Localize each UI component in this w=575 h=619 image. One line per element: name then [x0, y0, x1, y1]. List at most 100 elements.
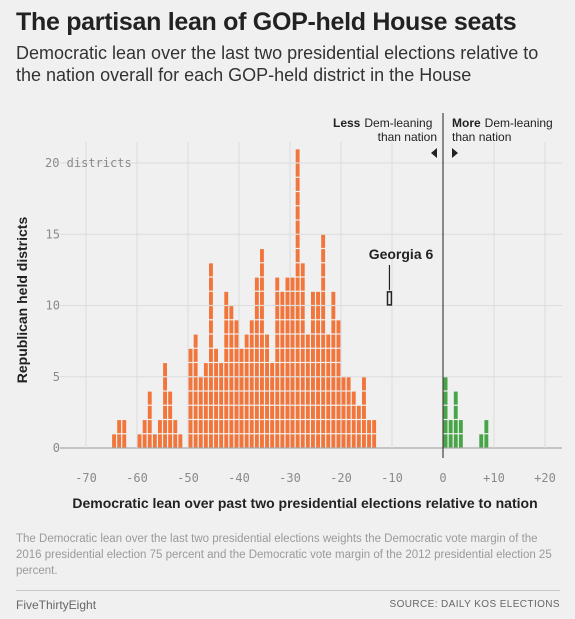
district-cell: [453, 434, 458, 448]
district-cell: [280, 391, 285, 405]
district-cell: [326, 363, 331, 377]
district-cell: [484, 420, 489, 434]
district-cell: [209, 320, 213, 334]
histogram-bar: [168, 391, 173, 448]
district-cell: [193, 348, 198, 362]
y-tick-label: 15: [46, 227, 60, 241]
x-tick-label: -20: [330, 471, 352, 485]
district-cell: [234, 348, 239, 362]
district-cell: [142, 434, 147, 448]
district-cell: [270, 420, 275, 434]
district-cell: [275, 348, 280, 362]
district-cell: [295, 277, 300, 291]
district-cell: [163, 391, 167, 405]
district-cell: [280, 420, 285, 434]
district-cell: [209, 363, 213, 377]
district-cell: [249, 363, 254, 377]
district-cell: [316, 391, 320, 405]
histogram-bar: [484, 420, 489, 448]
district-cell: [229, 348, 234, 362]
district-cell: [295, 163, 300, 177]
district-cell: [260, 363, 264, 377]
district-cell: [331, 320, 336, 334]
district-cell: [285, 434, 290, 448]
histogram-bar: [321, 234, 326, 448]
district-cell: [193, 363, 198, 377]
district-cell: [168, 434, 173, 448]
district-cell: [239, 377, 244, 391]
district-cell: [305, 391, 310, 405]
district-cell: [168, 391, 173, 405]
district-cell: [254, 391, 259, 405]
x-tick-labels: -70 -60 -50 -40 -30 -20 -10 0 +10 +20: [75, 471, 556, 485]
district-cell: [316, 291, 320, 305]
district-cell: [270, 391, 275, 405]
x-tick-label: +10: [483, 471, 505, 485]
district-cell: [331, 363, 336, 377]
district-cell: [300, 320, 305, 334]
district-cell: [295, 405, 300, 419]
district-cell: [295, 291, 300, 305]
district-cell: [275, 306, 280, 320]
district-cell: [311, 348, 315, 362]
district-cell: [316, 377, 320, 391]
district-cell: [188, 434, 193, 448]
district-cell: [234, 334, 239, 348]
district-cell: [209, 434, 213, 448]
district-cell: [443, 377, 448, 391]
district-cell: [290, 320, 295, 334]
district-cell: [198, 420, 203, 434]
district-cell: [229, 320, 234, 334]
district-cell: [214, 348, 218, 362]
district-cell: [234, 320, 239, 334]
histogram-bar: [479, 434, 484, 448]
histogram-bar: [336, 320, 341, 448]
district-cell: [193, 334, 198, 348]
histogram-bar: [331, 291, 336, 448]
histogram-bar: [224, 291, 229, 448]
district-cell: [341, 434, 346, 448]
histogram-bar: [295, 149, 300, 448]
district-cell: [285, 405, 290, 419]
histogram-bar: [326, 334, 331, 448]
district-cell: [280, 320, 285, 334]
district-cell: [311, 334, 315, 348]
district-cell: [249, 420, 254, 434]
district-cell: [117, 420, 122, 434]
district-cell: [260, 348, 264, 362]
district-cell: [275, 334, 280, 348]
district-cell: [331, 420, 336, 434]
district-cell: [367, 420, 371, 434]
less-annotation-line2: than nation: [378, 130, 437, 144]
district-cell: [356, 405, 361, 419]
histogram-chart: 0 5 10 15 20 districts -70 -60 -50 -40 -30 -20 -10…: [14, 113, 562, 511]
district-cell: [300, 263, 305, 277]
district-cell: [209, 405, 213, 419]
district-cell: [311, 434, 315, 448]
district-cell: [341, 377, 346, 391]
district-cell: [290, 405, 295, 419]
district-cell: [290, 291, 295, 305]
district-cell: [203, 377, 208, 391]
district-cell: [188, 348, 193, 362]
district-cell: [275, 405, 280, 419]
histogram-bar: [453, 391, 458, 448]
district-cell: [249, 391, 254, 405]
district-cell: [295, 363, 300, 377]
district-cell: [249, 320, 254, 334]
district-cell: [198, 405, 203, 419]
district-cell: [479, 434, 484, 448]
district-cell: [229, 377, 234, 391]
district-cell: [300, 405, 305, 419]
district-cell: [270, 377, 275, 391]
district-cell: [326, 405, 331, 419]
histogram-bar: [219, 363, 224, 448]
histogram-bar: [362, 377, 366, 448]
district-cell: [209, 277, 213, 291]
district-cell: [224, 363, 229, 377]
district-cell: [209, 291, 213, 305]
histogram-bar: [214, 348, 218, 448]
district-cell: [249, 377, 254, 391]
district-cell: [234, 405, 239, 419]
district-cell: [331, 334, 336, 348]
